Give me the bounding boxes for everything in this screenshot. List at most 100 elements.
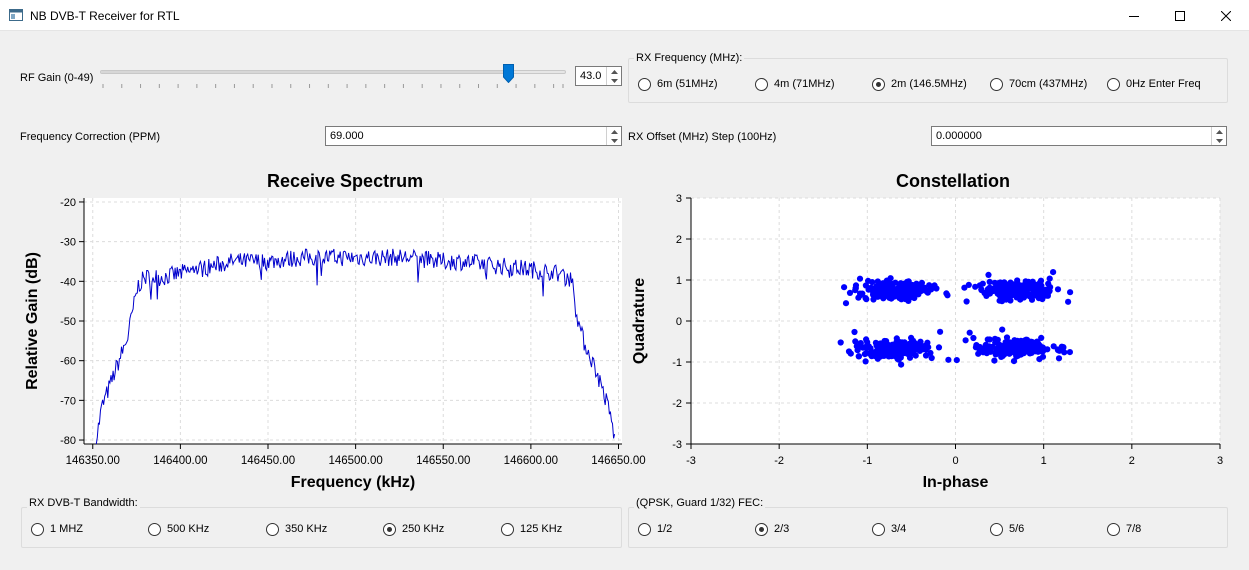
spectrum-x-axis-label: Frequency (kHz) [291,474,415,491]
constellation-x-tick-label: 3 [1217,455,1223,467]
radio-fec-3-4[interactable]: 3/4 [872,522,906,536]
constellation-point [986,336,993,343]
radio-rx-freq-2m[interactable]: 2m (146.5MHz) [872,77,967,91]
radio-fec-1-2[interactable]: 1/2 [638,522,672,536]
rf-gain-slider-handle[interactable] [502,64,514,83]
window-title: NB DVB-T Receiver for RTL [30,9,180,23]
constellation-x-axis-label: In-phase [923,474,989,491]
fec-title: (QPSK, Guard 1/32) FEC: [634,497,766,509]
radio-bw-500khz[interactable]: 500 KHz [148,522,209,536]
constellation-point [1054,286,1062,293]
minimize-button[interactable] [1111,0,1157,31]
rf-gain-down-arrow-icon[interactable] [607,76,621,85]
constellation-plot: 3 2 1 0 -1 -2 -3 -3 -2 -1 0 1 2 3 In-phase Quadrature [631,193,1223,491]
constellation-point [1029,345,1036,352]
constellation-point [861,351,868,358]
rx-frequency-group [628,58,1228,103]
constellation-point [916,347,923,354]
constellation-point [1038,347,1045,354]
radio-circle-icon [872,77,885,91]
constellation-point [1025,278,1032,285]
constellation-point [1010,358,1018,365]
freq-correction-spinbox[interactable]: 69.000 [325,126,622,146]
constellation-point [862,282,869,289]
constellation-point [962,337,969,344]
constellation-point [926,282,933,289]
constellation-point [881,337,888,345]
radio-bw-350khz[interactable]: 350 KHz [266,522,327,536]
constellation-point [1014,337,1021,344]
radio-circle-icon [755,77,768,91]
freq-correction-up-arrow-icon[interactable] [607,127,621,136]
spectrum-y-tick-label: -60 [60,356,76,368]
close-icon [1221,10,1231,21]
freq-correction-down-arrow-icon[interactable] [607,136,621,145]
constellation-point [970,334,977,342]
rf-gain-slider[interactable] [100,70,566,74]
constellation-point [991,287,998,294]
constellation-point [1036,293,1043,300]
radio-fec-5-6[interactable]: 5/6 [990,522,1024,536]
constellation-point [862,295,869,302]
radio-rx-freq-4m[interactable]: 4m (71MHz) [755,77,835,91]
constellation-point [937,328,944,335]
freq-correction-value: 69.000 [330,130,364,142]
constellation-point [893,335,900,342]
radio-rx-freq-70cm[interactable]: 70cm (437MHz) [990,77,1087,91]
radio-rx-freq-0hz[interactable]: 0Hz Enter Freq [1107,77,1201,91]
rx-offset-down-arrow-icon[interactable] [1212,136,1226,145]
rf-gain-spinbox[interactable]: 43.0 [575,66,622,86]
constellation-y-tick-label: 0 [676,316,682,328]
radio-fec-7-8[interactable]: 7/8 [1107,522,1141,536]
constellation-point [1003,334,1011,341]
constellation-point [980,349,987,356]
radio-label: 3/4 [891,523,907,535]
radio-circle-icon [638,77,651,91]
spectrum-x-tick-label: 146500.00 [328,455,382,467]
constellation-point [918,288,925,295]
rf-gain-up-arrow-icon[interactable] [607,67,621,76]
constellation-point [994,348,1001,355]
radio-bw-250khz[interactable]: 250 KHz [383,522,444,536]
radio-rx-freq-6m[interactable]: 6m (51MHz) [638,77,718,91]
rx-frequency-title: RX Frequency (MHz): [634,52,745,64]
constellation-point [885,288,892,295]
constellation-point [845,348,853,355]
rx-offset-up-arrow-icon[interactable] [1212,127,1226,136]
constellation-point [979,280,986,287]
close-button[interactable] [1203,0,1249,31]
radio-circle-icon [872,522,885,536]
constellation-point [917,338,924,345]
constellation-point [859,290,866,297]
constellation-point [991,335,999,342]
constellation-x-tick-label: -2 [774,455,784,467]
constellation-point [918,279,925,286]
maximize-button[interactable] [1157,0,1203,31]
constellation-point [906,351,913,358]
rx-offset-spinbox[interactable]: 0.000000 [931,126,1227,146]
constellation-point [928,354,935,362]
radio-label: 0Hz Enter Freq [1126,78,1201,90]
constellation-title: Constellation [896,171,1011,191]
radio-label: 250 KHz [402,523,445,535]
constellation-point [963,298,970,305]
constellation-point [927,349,934,357]
spectrum-plot: -20 -30 -40 -50 -60 -70 -80 146350.00 146400.00 1… [24,197,646,491]
radio-label: 7/8 [1126,523,1142,535]
constellation-point [1006,350,1013,357]
radio-circle-icon [383,522,396,536]
constellation-point [872,291,879,298]
radio-circle-icon [755,522,768,536]
spectrum-y-tick-label: -20 [60,197,76,209]
title-bar: NB DVB-T Receiver for RTL [0,0,1249,31]
spectrum-plot-area [84,198,622,444]
radio-fec-2-3[interactable]: 2/3 [755,522,789,536]
spectrum-y-tick-label: -70 [60,395,76,407]
constellation-point [856,275,864,282]
constellation-point [867,349,874,356]
constellation-point [1032,340,1040,347]
constellation-x-tick-label: 2 [1129,455,1135,467]
radio-bw-125khz[interactable]: 125 KHz [501,522,562,536]
constellation-point [1028,296,1036,303]
radio-bw-1mhz[interactable]: 1 MHZ [31,522,83,536]
